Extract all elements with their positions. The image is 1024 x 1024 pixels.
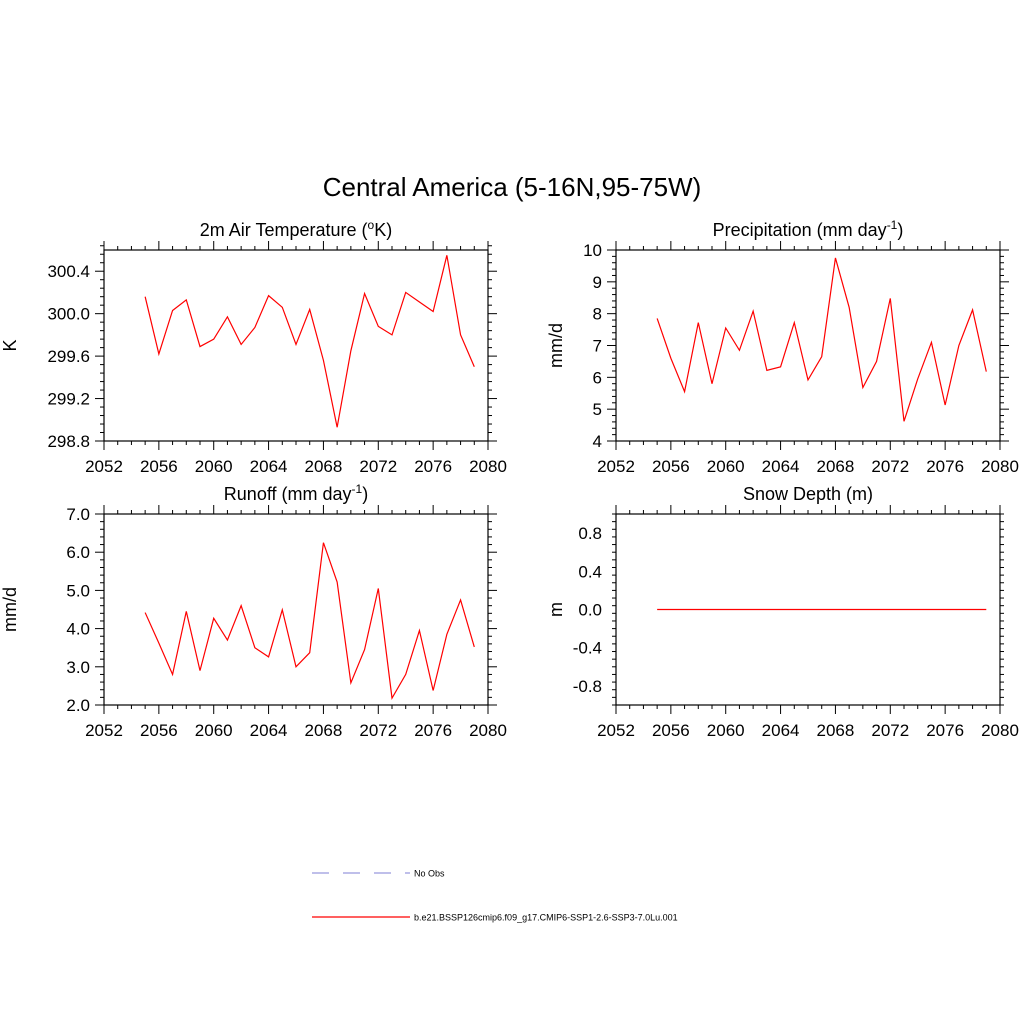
runoff-y-tick-label: 3.0: [66, 658, 90, 677]
legend-label-1: No Obs: [414, 869, 445, 879]
runoff-y-tick-label: 5.0: [66, 581, 90, 600]
air-temperature-x-tick-label: 2076: [414, 457, 452, 476]
snow-depth-x-tick-label: 2068: [817, 721, 855, 740]
air-temperature-panel-title: 2m Air Temperature (oK): [200, 218, 392, 240]
runoff-x-tick-label: 2080: [469, 721, 507, 740]
precipitation-x-tick-label: 2052: [597, 457, 635, 476]
snow-depth-x-tick-label: 2080: [981, 721, 1019, 740]
air-temperature-y-tick-label: 298.8: [47, 432, 90, 451]
precipitation-title-superscript: -1: [887, 218, 898, 232]
air-temperature-x-tick-label: 2072: [359, 457, 397, 476]
snow-depth-x-tick-label: 2076: [926, 721, 964, 740]
precipitation-x-tick-label: 2064: [762, 457, 800, 476]
air-temperature-title-superscript: o: [368, 218, 375, 232]
precipitation-plot-frame: [615, 249, 1001, 442]
snow-depth-x-tick-label: 2052: [597, 721, 635, 740]
air-temperature-x-tick-label: 2060: [195, 457, 233, 476]
runoff-title-superscript: -1: [352, 482, 363, 496]
runoff-x-tick-label: 2064: [250, 721, 288, 740]
precipitation-y-axis-label: mm/d: [546, 323, 566, 368]
snow-depth-y-tick-label: -0.4: [573, 639, 602, 658]
precipitation-x-tick-label: 2056: [652, 457, 690, 476]
precipitation-x-tick-label: 2068: [817, 457, 855, 476]
precipitation-series-line: [656, 257, 987, 422]
air-temperature-x-tick-label: 2080: [469, 457, 507, 476]
runoff-y-tick-label: 2.0: [66, 696, 90, 715]
panel-snow-depth: 2052 2056 2060 2064 2068 2072 2076 2080 -0.8 -0.4…: [546, 484, 1019, 740]
snow-depth-panel-title: Snow Depth (m): [743, 484, 873, 504]
snow-depth-y-tick-label: -0.8: [573, 677, 602, 696]
air-temperature-y-tick-label: 300.0: [47, 305, 90, 324]
runoff-x-tick-label: 2072: [359, 721, 397, 740]
snow-depth-x-tick-label: 2072: [871, 721, 909, 740]
runoff-title-end: ): [362, 484, 368, 504]
snow-depth-y-tick-label: 0.4: [578, 562, 602, 581]
runoff-x-tick-label: 2068: [305, 721, 343, 740]
panel-precipitation: 2052 2056 2060 2064 2068 2072 2076 2080 4 5 6 7 8 9 10…: [546, 218, 1019, 476]
air-temperature-y-tick-label: 299.6: [47, 347, 90, 366]
precipitation-title-end: ): [897, 220, 903, 240]
air-temperature-x-tick-label: 2052: [85, 457, 123, 476]
air-temperature-x-tick-label: 2064: [250, 457, 288, 476]
figure-title: Central America (5-16N,95-75W): [323, 172, 702, 202]
runoff-x-tick-label: 2060: [195, 721, 233, 740]
legend: No Obs b.e21.BSSP126cmip6.f09_g17.CMIP6-S…: [312, 869, 678, 923]
air-temperature-title-end: K): [374, 220, 392, 240]
snow-depth-x-tick-label: 2060: [707, 721, 745, 740]
precipitation-y-tick-label: 8: [593, 305, 602, 324]
snow-depth-x-tick-label: 2056: [652, 721, 690, 740]
snow-depth-y-tick-label: 0.8: [578, 524, 602, 543]
runoff-y-tick-label: 4.0: [66, 620, 90, 639]
precipitation-y-tick-label: 5: [593, 400, 602, 419]
precipitation-y-tick-label: 9: [593, 273, 602, 292]
runoff-x-tick-label: 2056: [140, 721, 178, 740]
precipitation-x-tick-label: 2060: [707, 457, 745, 476]
runoff-series-line: [144, 542, 475, 700]
precipitation-title-main: Precipitation (mm day: [713, 220, 887, 240]
runoff-y-tick-label: 6.0: [66, 543, 90, 562]
precipitation-y-tick-label: 4: [593, 432, 602, 451]
runoff-y-axis-label: mm/d: [0, 587, 20, 632]
runoff-y-tick-label: 7.0: [66, 505, 90, 524]
runoff-title-main: Runoff (mm day: [224, 484, 352, 504]
legend-label-2: b.e21.BSSP126cmip6.f09_g17.CMIP6-SSP1-2.…: [414, 913, 678, 923]
precipitation-y-tick-label: 7: [593, 337, 602, 356]
precipitation-x-tick-label: 2080: [981, 457, 1019, 476]
precipitation-y-tick-label: 6: [593, 368, 602, 387]
air-temperature-series-line: [144, 255, 475, 428]
air-temperature-y-tick-label: 300.4: [47, 262, 90, 281]
snow-depth-x-tick-label: 2064: [762, 721, 800, 740]
air-temperature-y-tick-label: 299.2: [47, 390, 90, 409]
air-temperature-y-axis-label: K: [0, 339, 20, 351]
snow-depth-y-axis-label: m: [546, 602, 566, 617]
air-temperature-title-main: 2m Air Temperature (: [200, 220, 368, 240]
precipitation-panel-title: Precipitation (mm day-1): [713, 218, 904, 240]
panel-air-temperature: 2052 2056 2060 2064 2068 2072 2076 2080 298.8 299…: [0, 218, 507, 476]
air-temperature-x-tick-label: 2068: [305, 457, 343, 476]
precipitation-x-tick-label: 2076: [926, 457, 964, 476]
precipitation-x-tick-label: 2072: [871, 457, 909, 476]
snow-depth-title-main: Snow Depth (m): [743, 484, 873, 504]
runoff-x-tick-label: 2076: [414, 721, 452, 740]
panels-group: 2052 2056 2060 2064 2068 2072 2076 2080 298.8 299…: [0, 218, 1019, 740]
precipitation-y-tick-label: 10: [583, 241, 602, 260]
runoff-x-tick-label: 2052: [85, 721, 123, 740]
runoff-panel-title: Runoff (mm day-1): [224, 482, 368, 504]
air-temperature-x-tick-label: 2056: [140, 457, 178, 476]
snow-depth-y-tick-label: 0.0: [578, 601, 602, 620]
panel-runoff: 2052 2056 2060 2064 2068 2072 2076 2080 2.0 3.0 4.…: [0, 482, 507, 740]
